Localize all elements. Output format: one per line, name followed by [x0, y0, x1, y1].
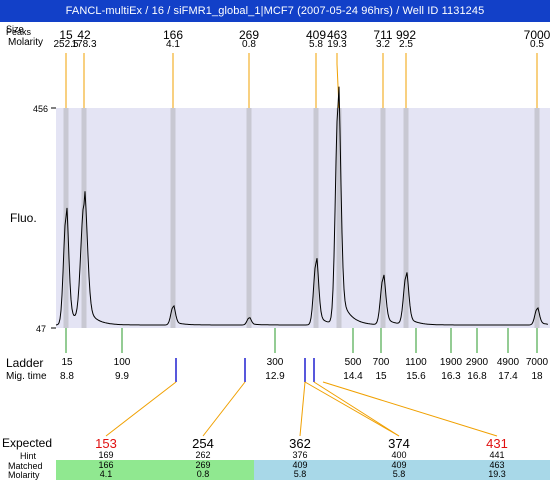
ladder-time-label: 15.6 [406, 371, 426, 382]
fluorescence-trace [55, 86, 549, 326]
ladder-size-label: 4900 [496, 357, 520, 368]
peak-band [336, 108, 342, 328]
peak-band [380, 108, 386, 328]
peak-molarity-label: 0.5 [530, 39, 544, 50]
expected-connector [313, 381, 400, 437]
matched-value: 409 [391, 460, 407, 470]
peak-molarity-label: 252.5 [53, 39, 79, 50]
peak-band [534, 108, 540, 328]
matched-value: 409 [292, 460, 308, 470]
expected-connector [322, 381, 498, 437]
y-min-label: 47 [36, 324, 47, 334]
peak-size-label: 711 [373, 28, 393, 42]
matched-label: Matched [8, 461, 43, 471]
size-header-label: Size [6, 24, 24, 34]
peak-molarity-label: 178.3 [71, 39, 97, 50]
ladder-label: Ladder [6, 356, 44, 370]
peak-molarity-label: 0.8 [242, 39, 256, 50]
hint-value: 262 [195, 450, 211, 460]
hint-value: 376 [292, 450, 308, 460]
peak-molarity-label: 4.1 [166, 39, 180, 50]
ladder-size-label: 700 [372, 357, 390, 368]
expected-connector [304, 381, 400, 437]
peak-molarity-label: 19.3 [327, 39, 347, 50]
peak-band [403, 108, 409, 328]
plot-area [56, 108, 550, 328]
matched-bar-blue [254, 460, 550, 480]
peak-size-label: 15 [59, 28, 73, 42]
y-max-label: 456 [33, 104, 49, 114]
migration-time-label: Mig. time [6, 371, 47, 382]
ladder-time-label: 15 [375, 371, 387, 382]
peak-band [313, 108, 319, 328]
peak-molarity-label: 5.8 [309, 39, 323, 50]
expected-label: Expected [2, 436, 53, 450]
matched-value: 166 [98, 460, 114, 470]
peak-molarity-label: 3.2 [376, 39, 390, 50]
matched-molarity-value: 19.3 [488, 469, 506, 479]
peak-size-label: 7000 [523, 28, 550, 42]
ladder-time-label: 14.4 [343, 371, 363, 382]
hint-value: 169 [98, 450, 114, 460]
hint-value: 400 [391, 450, 407, 460]
peak-band [170, 108, 176, 328]
ladder-time-label: 8.8 [60, 371, 74, 382]
expected-value: 153 [95, 436, 117, 451]
peak-size-label: 409 [305, 28, 327, 42]
ladder-size-label: 1100 [405, 357, 427, 368]
ladder-time-label: 16.8 [467, 371, 487, 382]
peak-size-label: 166 [162, 28, 184, 42]
ladder-time-label: 17.4 [498, 371, 518, 382]
expected-value: 431 [486, 436, 508, 451]
matched-molarity-value: 5.8 [392, 469, 406, 479]
ladder-time-label: 12.9 [265, 371, 285, 382]
peak-band [81, 108, 87, 328]
peak-size-label: 42 [77, 28, 91, 42]
bottom-molarity-label: Molarity [8, 470, 40, 480]
peak-size-label: 269 [238, 28, 260, 42]
expected-value: 362 [289, 436, 311, 451]
matched-molarity-value: 5.8 [293, 469, 307, 479]
peak-band [246, 108, 252, 328]
peak-molarity-label: 2.5 [399, 39, 413, 50]
matched-bar-green [56, 460, 254, 480]
expected-connector [202, 381, 246, 437]
molarity-header-label: Molarity [8, 37, 44, 48]
ladder-size-label: 300 [266, 357, 284, 368]
window-title: FANCL-multiEx / 16 / siFMR1_global_1|MCF… [0, 0, 550, 22]
hint-value: 441 [489, 450, 505, 460]
ladder-time-label: 9.9 [115, 371, 129, 382]
matched-molarity-value: 4.1 [99, 469, 113, 479]
expected-connector [299, 381, 306, 437]
ladder-time-label: 16.3 [441, 371, 461, 382]
ladder-size-label: 2900 [465, 357, 489, 368]
matched-value: 463 [489, 460, 505, 470]
ladder-size-label: 500 [344, 357, 362, 368]
y-axis-title: Fluo. [10, 211, 37, 225]
matched-molarity-value: 0.8 [196, 469, 210, 479]
expected-connector [105, 381, 177, 437]
ladder-size-label: 100 [113, 357, 131, 368]
peak-size-label: 463 [326, 28, 348, 42]
ladder-size-label: 1900 [439, 357, 463, 368]
hint-label: Hint [20, 451, 37, 461]
ladder-time-label: 18 [531, 371, 543, 382]
expected-value: 254 [192, 436, 214, 451]
peak-size-label: 992 [395, 28, 417, 42]
peaks-header-label: Peaks [6, 27, 32, 37]
expected-value: 374 [388, 436, 410, 451]
ladder-size-label: 7000 [525, 357, 549, 368]
ladder-size-label: 15 [61, 357, 73, 368]
matched-value: 269 [195, 460, 211, 470]
